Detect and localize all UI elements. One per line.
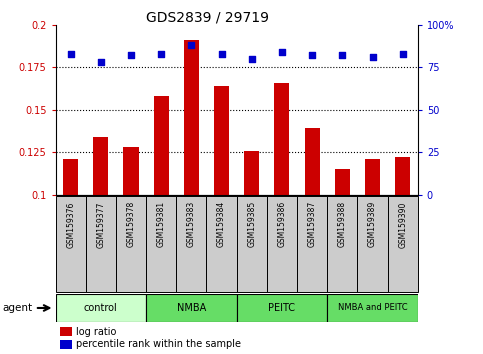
Bar: [184, 40, 199, 195]
Point: [157, 51, 165, 57]
Bar: [86, 196, 116, 292]
Text: GSM159390: GSM159390: [398, 201, 407, 248]
Text: agent: agent: [2, 303, 32, 313]
Point: [369, 54, 376, 60]
Bar: [214, 86, 229, 195]
Point: [127, 52, 135, 58]
Bar: [388, 196, 418, 292]
Bar: [357, 196, 388, 292]
Point: [97, 59, 105, 65]
Bar: [244, 150, 259, 195]
Bar: [327, 294, 418, 322]
Text: GSM159389: GSM159389: [368, 201, 377, 247]
Bar: [146, 294, 237, 322]
Point: [248, 56, 256, 62]
Text: NMBA and PEITC: NMBA and PEITC: [338, 303, 407, 313]
Text: GSM159381: GSM159381: [156, 201, 166, 247]
Point: [339, 52, 346, 58]
Point: [308, 52, 316, 58]
Text: GSM159377: GSM159377: [96, 201, 105, 248]
Bar: [395, 157, 410, 195]
Bar: [274, 82, 289, 195]
Bar: [305, 129, 320, 195]
Text: GSM159388: GSM159388: [338, 201, 347, 247]
Bar: [63, 159, 78, 195]
Bar: [116, 196, 146, 292]
Text: GSM159386: GSM159386: [277, 201, 286, 247]
Point: [67, 51, 74, 57]
Bar: [56, 196, 86, 292]
Bar: [146, 196, 176, 292]
Text: GSM159378: GSM159378: [127, 201, 136, 247]
Bar: [237, 294, 327, 322]
Bar: [335, 169, 350, 195]
Text: GSM159385: GSM159385: [247, 201, 256, 247]
Text: GSM159384: GSM159384: [217, 201, 226, 247]
Text: NMBA: NMBA: [177, 303, 206, 313]
Bar: [267, 196, 297, 292]
Bar: [124, 147, 139, 195]
Text: GSM159387: GSM159387: [308, 201, 317, 247]
Point: [187, 42, 195, 48]
Bar: [365, 159, 380, 195]
Bar: [176, 196, 207, 292]
Bar: [237, 196, 267, 292]
Text: GSM159383: GSM159383: [187, 201, 196, 247]
Text: log ratio: log ratio: [76, 327, 117, 337]
Point: [218, 51, 226, 57]
Bar: [154, 96, 169, 195]
Bar: [207, 196, 237, 292]
Text: control: control: [84, 303, 118, 313]
Bar: [327, 196, 357, 292]
Text: GSM159376: GSM159376: [66, 201, 75, 248]
Text: GDS2839 / 29719: GDS2839 / 29719: [146, 11, 269, 25]
Text: percentile rank within the sample: percentile rank within the sample: [76, 339, 242, 349]
Text: PEITC: PEITC: [269, 303, 296, 313]
Bar: [297, 196, 327, 292]
Point: [399, 51, 407, 57]
Bar: [56, 294, 146, 322]
Point: [278, 49, 286, 55]
Bar: [93, 137, 108, 195]
